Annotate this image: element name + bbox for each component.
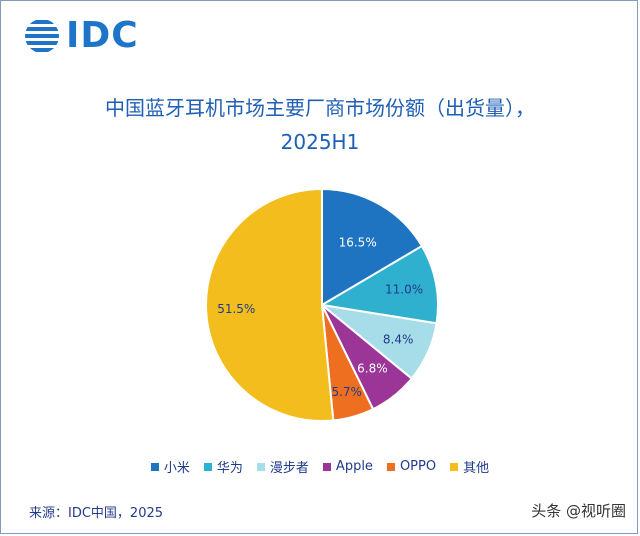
legend-swatch — [322, 462, 331, 471]
legend-swatch — [386, 462, 395, 471]
pie-slice-1 — [319, 244, 439, 325]
slice-data-label: 16.5% — [339, 236, 377, 250]
legend-label: 漫步者 — [269, 461, 309, 476]
legend-item: 小米 — [150, 457, 190, 476]
legend-label: Apple — [335, 459, 373, 474]
pie-slice-0 — [321, 187, 424, 307]
legend-swatch — [203, 462, 212, 471]
legend-label: 华为 — [216, 461, 243, 476]
logo-text: IDC — [66, 15, 139, 56]
chart-subtitle: 2025H1 — [280, 130, 360, 154]
slice-data-label: 5.7% — [331, 385, 362, 399]
legend-item: 华为 — [203, 457, 243, 476]
legend-item: 其他 — [450, 457, 489, 476]
legend-item: Apple — [322, 457, 373, 476]
source-note: 来源：IDC中国，2025 — [29, 506, 164, 521]
legend-item: 漫步者 — [256, 457, 309, 476]
slice-data-label: 51.5% — [217, 302, 255, 316]
slice-data-label: 6.8% — [357, 362, 388, 376]
chart-title: 中国蓝牙耳机市场主要厂商市场份额（出货量）， — [105, 96, 535, 120]
legend-label: 其他 — [463, 461, 490, 476]
globe-logo-icon — [25, 20, 59, 52]
legend-label: 小米 — [163, 461, 190, 476]
legend-swatch — [150, 462, 159, 471]
slice-data-label: 8.4% — [383, 332, 414, 346]
legend-swatch — [450, 462, 459, 471]
watermark: 头条 @视听圈 — [531, 502, 626, 520]
idc-logo: IDC — [24, 12, 139, 60]
chart-legend: 小米 华为 漫步者 Apple OPPO 其他 — [0, 457, 640, 476]
slice-data-label: 11.0% — [385, 282, 423, 296]
legend-item: OPPO — [386, 457, 437, 476]
legend-label: OPPO — [399, 459, 437, 474]
pie-slice-5 — [205, 187, 335, 422]
legend-swatch — [256, 462, 265, 471]
